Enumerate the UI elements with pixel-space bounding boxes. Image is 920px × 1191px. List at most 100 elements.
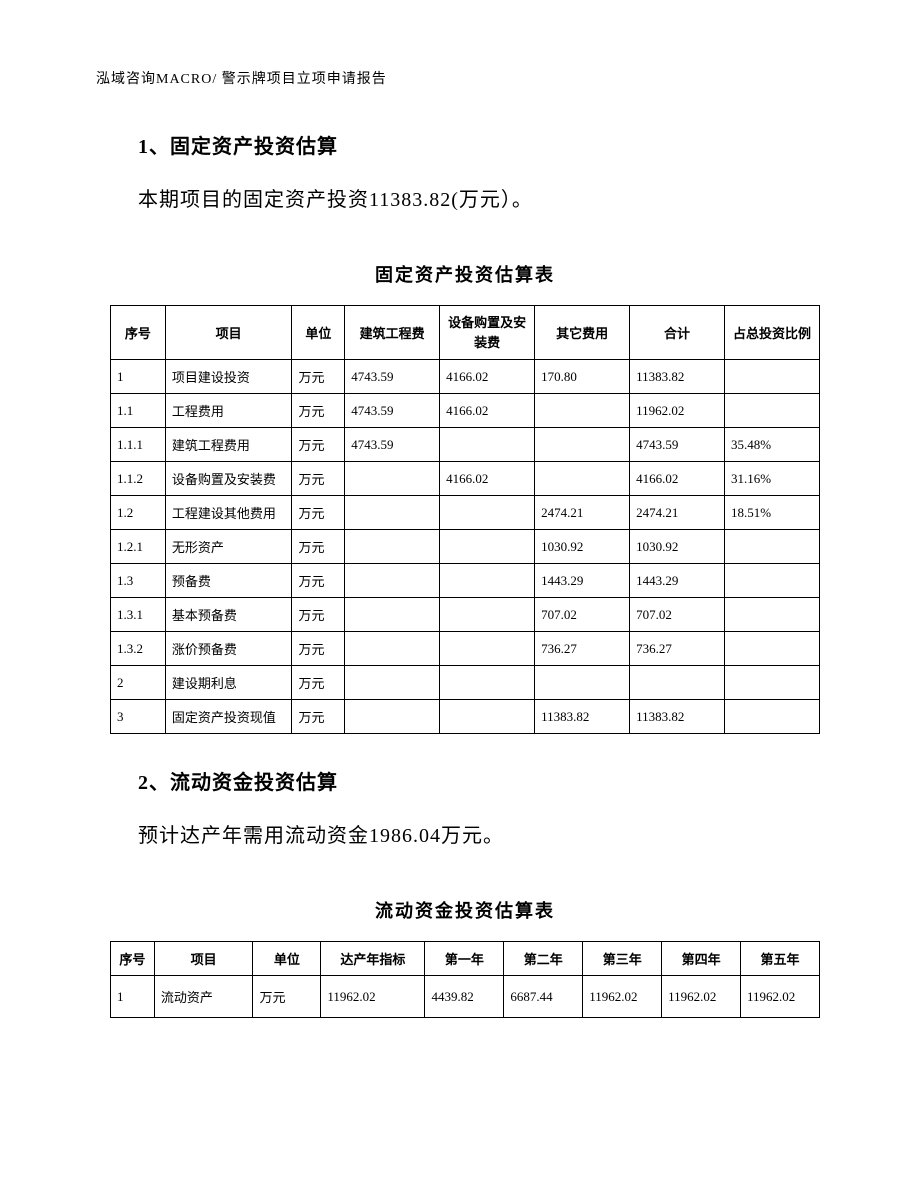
table-cell: 1.2 [111, 496, 166, 530]
table-cell: 11962.02 [583, 976, 662, 1018]
table-cell: 4166.02 [440, 462, 535, 496]
table-row: 1.2.1无形资产万元 1030.921030.92 [111, 530, 820, 564]
col-other: 其它费用 [535, 306, 630, 360]
table-cell [440, 632, 535, 666]
table-row: 2建设期利息万元 [111, 666, 820, 700]
table-cell: 4743.59 [345, 394, 440, 428]
table-cell: 18.51% [725, 496, 820, 530]
table-cell: 1030.92 [630, 530, 725, 564]
table-cell: 工程建设其他费用 [165, 496, 292, 530]
table-cell: 11962.02 [321, 976, 425, 1018]
table-cell [345, 496, 440, 530]
table-cell: 6687.44 [504, 976, 583, 1018]
table-cell [725, 700, 820, 734]
table-cell [725, 530, 820, 564]
table-cell: 11962.02 [662, 976, 741, 1018]
table-cell: 建筑工程费用 [165, 428, 292, 462]
table-cell: 万元 [292, 598, 345, 632]
table-row: 1.1工程费用万元4743.594166.0211962.02 [111, 394, 820, 428]
table-cell [440, 700, 535, 734]
table-cell: 4743.59 [630, 428, 725, 462]
table-cell: 建设期利息 [165, 666, 292, 700]
table-cell: 4439.82 [425, 976, 504, 1018]
table-cell: 707.02 [630, 598, 725, 632]
table-cell: 1.1 [111, 394, 166, 428]
table-row: 3固定资产投资现值万元 11383.8211383.82 [111, 700, 820, 734]
table-cell [345, 632, 440, 666]
table-cell: 1.2.1 [111, 530, 166, 564]
table-cell: 1030.92 [535, 530, 630, 564]
table-cell: 1.1.2 [111, 462, 166, 496]
table-cell: 11962.02 [741, 976, 820, 1018]
table-cell: 11383.82 [630, 700, 725, 734]
col-unit: 单位 [292, 306, 345, 360]
table-cell: 3 [111, 700, 166, 734]
table-cell: 170.80 [535, 360, 630, 394]
table-cell [440, 598, 535, 632]
table-cell: 736.27 [630, 632, 725, 666]
table-cell: 31.16% [725, 462, 820, 496]
table-cell: 11962.02 [630, 394, 725, 428]
table-cell [440, 496, 535, 530]
table-cell: 707.02 [535, 598, 630, 632]
table-row: 1.1.2设备购置及安装费万元4166.024166.0231.16% [111, 462, 820, 496]
table-cell: 1 [111, 360, 166, 394]
table-row: 1项目建设投资万元4743.594166.02170.8011383.82 [111, 360, 820, 394]
table-cell [345, 666, 440, 700]
table-cell: 基本预备费 [165, 598, 292, 632]
table-header-row: 序号 项目 单位 达产年指标 第一年 第二年 第三年 第四年 第五年 [111, 942, 820, 976]
table-cell: 万元 [292, 462, 345, 496]
table-cell: 4166.02 [440, 394, 535, 428]
table-cell: 1.3.2 [111, 632, 166, 666]
table-cell [345, 530, 440, 564]
table-cell: 4166.02 [440, 360, 535, 394]
table-cell [725, 564, 820, 598]
table-cell [535, 462, 630, 496]
table-cell [345, 700, 440, 734]
section1-body: 本期项目的固定资产投资11383.82(万元）。 [138, 181, 820, 219]
table-cell: 1.3.1 [111, 598, 166, 632]
col-year4: 第四年 [662, 942, 741, 976]
table-cell [345, 564, 440, 598]
table-cell: 万元 [253, 976, 321, 1018]
table-cell: 万元 [292, 666, 345, 700]
table-cell: 万元 [292, 496, 345, 530]
table-cell [345, 462, 440, 496]
table-cell: 万元 [292, 394, 345, 428]
table-cell [725, 598, 820, 632]
table-cell [440, 564, 535, 598]
table-row: 1流动资产万元11962.024439.826687.4411962.02119… [111, 976, 820, 1018]
table-header-row: 序号 项目 单位 建筑工程费 设备购置及安装费 其它费用 合计 占总投资比例 [111, 306, 820, 360]
working-capital-table: 序号 项目 单位 达产年指标 第一年 第二年 第三年 第四年 第五年 1流动资产… [110, 941, 820, 1018]
table-cell: 1443.29 [630, 564, 725, 598]
section1-heading: 1、固定资产投资估算 [138, 130, 820, 159]
table-cell: 2474.21 [535, 496, 630, 530]
table-cell: 11383.82 [535, 700, 630, 734]
page-header: 泓域咨询MACRO/ 警示牌项目立项申请报告 [96, 68, 387, 88]
col-prod-year: 达产年指标 [321, 942, 425, 976]
fixed-asset-table: 序号 项目 单位 建筑工程费 设备购置及安装费 其它费用 合计 占总投资比例 1… [110, 305, 820, 734]
page-content: 1、固定资产投资估算 本期项目的固定资产投资11383.82(万元）。 固定资产… [110, 130, 820, 1018]
table-cell: 11383.82 [630, 360, 725, 394]
col-seq: 序号 [111, 306, 166, 360]
table-row: 1.1.1建筑工程费用万元4743.594743.5935.48% [111, 428, 820, 462]
table-cell: 万元 [292, 530, 345, 564]
table-cell: 固定资产投资现值 [165, 700, 292, 734]
table-cell [630, 666, 725, 700]
table-cell: 1 [111, 976, 155, 1018]
table-cell: 万元 [292, 700, 345, 734]
table-cell: 2 [111, 666, 166, 700]
col-seq: 序号 [111, 942, 155, 976]
table-cell [725, 394, 820, 428]
col-year3: 第三年 [583, 942, 662, 976]
table1-title: 固定资产投资估算表 [110, 261, 820, 287]
table-cell [440, 530, 535, 564]
section2-heading: 2、流动资金投资估算 [138, 766, 820, 795]
table-cell: 4166.02 [630, 462, 725, 496]
col-item: 项目 [154, 942, 253, 976]
table-cell [725, 666, 820, 700]
table-cell: 无形资产 [165, 530, 292, 564]
table-cell [535, 394, 630, 428]
table-cell: 涨价预备费 [165, 632, 292, 666]
table-cell: 万元 [292, 632, 345, 666]
